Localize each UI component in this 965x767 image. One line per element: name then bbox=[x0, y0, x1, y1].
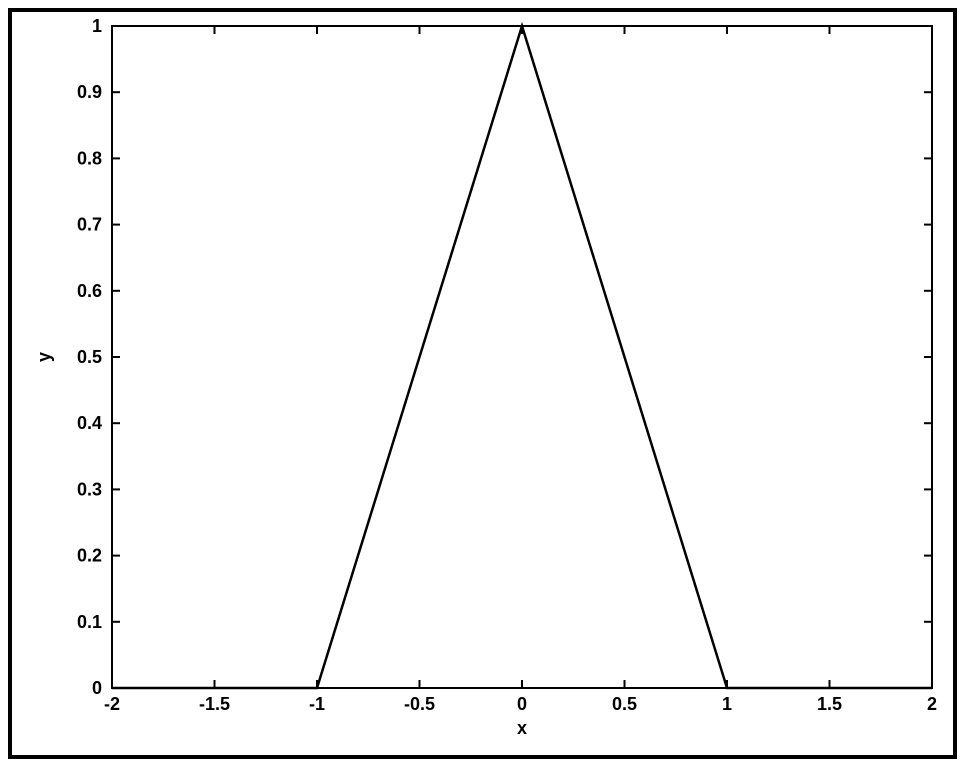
x-tick-label: -1.5 bbox=[199, 694, 230, 714]
data-series-line bbox=[112, 26, 932, 688]
x-tick-label: 0 bbox=[517, 694, 527, 714]
y-tick-label: 0.1 bbox=[77, 612, 102, 632]
y-tick-label: 0.4 bbox=[77, 413, 102, 433]
x-tick-label: -2 bbox=[104, 694, 120, 714]
y-axis-label: y bbox=[34, 352, 54, 362]
y-tick-label: 0.6 bbox=[77, 281, 102, 301]
y-tick-label: 0.8 bbox=[77, 148, 102, 168]
y-tick-label: 0 bbox=[92, 678, 102, 698]
x-tick-label: -1 bbox=[309, 694, 325, 714]
y-tick-label: 0.7 bbox=[77, 215, 102, 235]
y-tick-label: 0.3 bbox=[77, 479, 102, 499]
axes-box bbox=[112, 26, 932, 688]
y-tick-label: 0.2 bbox=[77, 546, 102, 566]
plot-svg: -2 -1.5 -1 -0.5 0 0.5 1 1.5 2 0 0.1 0.2 0.3 0.4 0.5 0.6… bbox=[0, 0, 965, 767]
x-tick-label: 2 bbox=[927, 694, 937, 714]
x-axis-label: x bbox=[517, 718, 527, 738]
x-tick-label: 1 bbox=[722, 694, 732, 714]
x-tick-label: 0.5 bbox=[612, 694, 637, 714]
x-tick-label: 1.5 bbox=[817, 694, 842, 714]
x-tick-label: -0.5 bbox=[404, 694, 435, 714]
y-tick-label: 0.5 bbox=[77, 347, 102, 367]
y-tick-label: 0.9 bbox=[77, 82, 102, 102]
y-tick-label: 1 bbox=[92, 16, 102, 36]
figure: -2 -1.5 -1 -0.5 0 0.5 1 1.5 2 0 0.1 0.2 0.3 0.4 0.5 0.6… bbox=[0, 0, 965, 767]
